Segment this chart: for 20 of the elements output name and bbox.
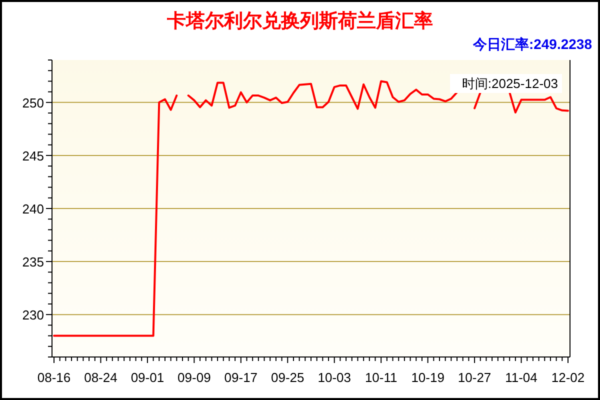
x-tick-label: 08-24 [84, 370, 118, 385]
y-tick-label: 245 [22, 148, 44, 164]
annotation: 时间:2025-12-03 [462, 76, 558, 91]
x-tick-label: 10-27 [458, 370, 492, 385]
x-tick-label: 09-25 [271, 370, 304, 385]
x-tick-label: 09-09 [178, 370, 211, 385]
y-tick-label: 250 [22, 95, 44, 110]
chart-title: 卡塔尔利尔兑换列斯荷兰盾汇率 [166, 10, 433, 32]
y-tick-label: 235 [22, 254, 44, 270]
x-tick-label: 10-03 [318, 370, 351, 385]
x-tick-label: 10-19 [411, 370, 444, 385]
x-tick-label: 12-02 [551, 370, 585, 385]
x-tick-label: 09-17 [224, 370, 258, 385]
x-tick-label: 10-11 [364, 370, 398, 385]
y-tick-label: 240 [22, 202, 44, 216]
x-tick-label: 09-01 [130, 370, 164, 385]
x-tick-label: 08-16 [37, 370, 71, 385]
text: 今日汇率:249.2238 [472, 36, 592, 52]
x-tick-label: 11-04 [505, 370, 538, 385]
y-tick-label: 230 [22, 308, 44, 323]
